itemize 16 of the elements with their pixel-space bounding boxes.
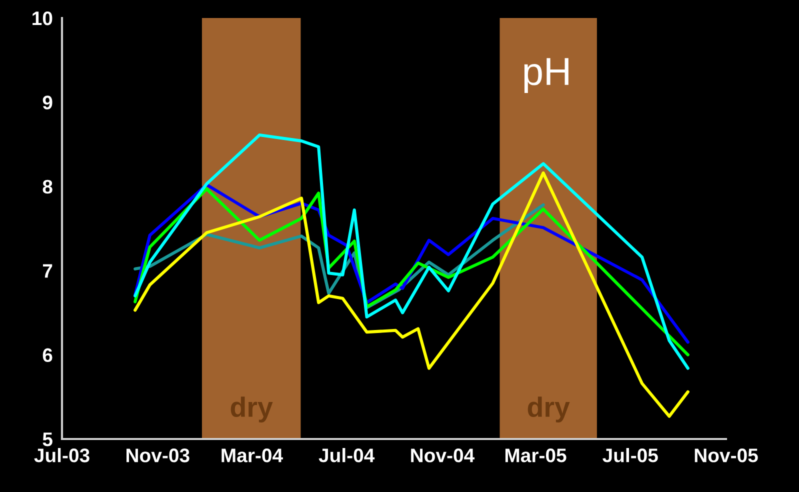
x-tick-label: Mar-04 (222, 448, 283, 462)
x-tick-label: Nov-04 (411, 448, 475, 462)
y-tick-label: 5 (42, 432, 52, 446)
y-tick-label: 8 (42, 180, 52, 194)
y-tick-label: 10 (32, 11, 52, 26)
x-tick-label: Jul-03 (34, 448, 90, 462)
line-series (134, 134, 690, 370)
x-tick-label: Nov-03 (126, 448, 190, 462)
y-tick-label: 7 (42, 264, 52, 278)
x-tick-label: Mar-05 (505, 448, 566, 462)
annotation: pH (524, 58, 568, 93)
x-tick-label: Nov-05 (694, 448, 758, 462)
x-tick-label: Jul-04 (318, 448, 375, 462)
x-tick-label: Jul-05 (602, 448, 658, 462)
y-tick-label: 6 (42, 348, 52, 362)
y-tick-label: 9 (42, 96, 52, 110)
